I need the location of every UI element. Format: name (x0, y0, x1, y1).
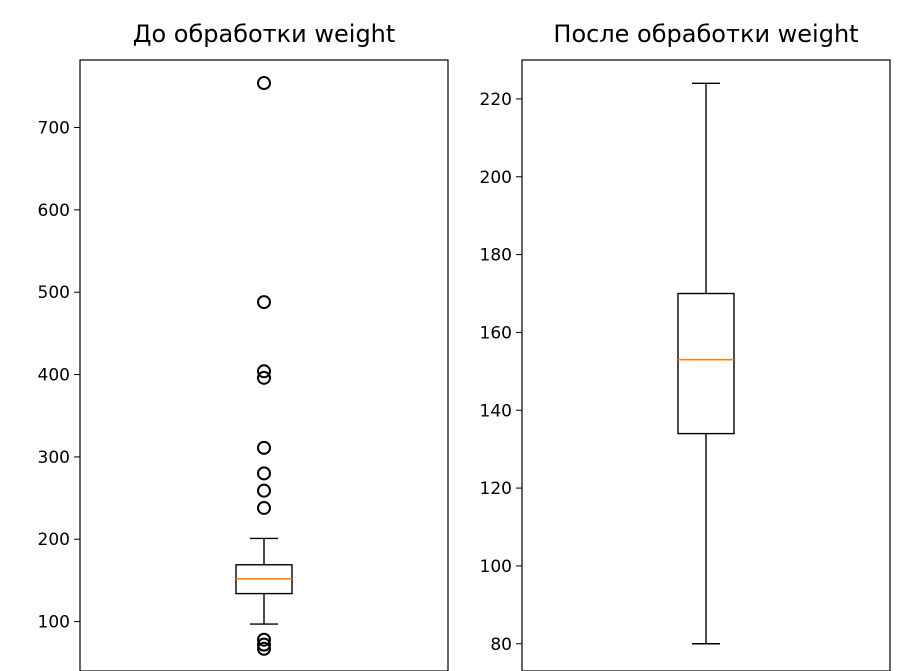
y-tick-label: 80 (490, 635, 512, 655)
left-axes-frame (79, 59, 449, 671)
outlier-point (257, 632, 271, 647)
y-tick-label: 220 (480, 90, 512, 110)
right-boxplot: После обработки weight 80 100 120 140 160 180… (480, 20, 891, 671)
outlier-point (257, 641, 271, 656)
right-y-axis-ticks: 80 100 120 140 160 180 200 220 (480, 90, 522, 655)
y-tick-label: 100 (480, 557, 512, 577)
y-tick-label: 300 (38, 448, 70, 468)
iqr-box (677, 292, 735, 435)
left-chart-title: До обработки weight (133, 20, 396, 48)
y-tick-label: 200 (38, 530, 70, 550)
y-tick-label: 400 (38, 366, 70, 386)
y-tick-label: 160 (480, 323, 512, 343)
y-tick-label: 600 (38, 201, 70, 221)
y-tick-label: 500 (38, 283, 70, 303)
outlier-point (257, 500, 271, 515)
outlier-point (257, 637, 271, 652)
y-tick-label: 100 (38, 613, 70, 633)
outlier-point (257, 76, 271, 91)
y-tick-label: 200 (480, 168, 512, 188)
right-axes-frame (521, 59, 891, 671)
outlier-point (257, 364, 271, 379)
y-tick-label: 180 (480, 246, 512, 266)
y-tick-label: 700 (38, 119, 70, 139)
left-boxplot: До обработки weight 100 200 300 400 500 600 70… (38, 20, 449, 671)
right-chart-title: После обработки weight (553, 20, 858, 48)
outlier-point (257, 370, 271, 385)
outlier-point (257, 483, 271, 498)
outlier-point (257, 466, 271, 481)
y-tick-label: 140 (480, 401, 512, 421)
right-plot-area (677, 82, 735, 645)
outlier-point (257, 295, 271, 310)
y-tick-label: 120 (480, 479, 512, 499)
outlier-point (257, 440, 271, 455)
left-plot-area (235, 76, 293, 656)
left-y-axis-ticks: 100 200 300 400 500 600 700 (38, 119, 80, 633)
